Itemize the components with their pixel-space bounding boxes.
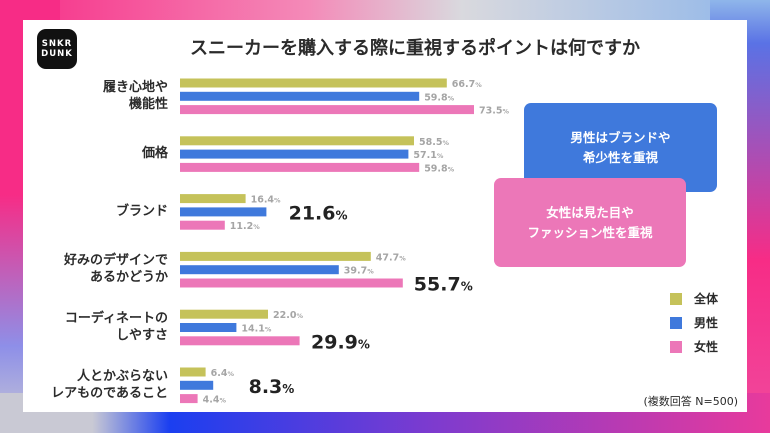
data-label: 6.4% [211,368,235,379]
bar [180,162,420,172]
data-label: 11.2% [230,221,260,232]
category-label: ブランド [115,204,168,220]
data-label: 58.5% [419,137,449,148]
legend-item-female: 女性 [670,338,718,355]
data-label: 57.1% [413,150,443,161]
data-label: 39.7% [344,266,374,277]
data-label: 66.7% [452,79,482,90]
category-label: 好みのデザインで あるかどうか [63,253,168,286]
legend-label: 女性 [694,340,719,354]
female-callout: 女性は見た目や ファッション性を重視 [494,178,686,267]
snkrdunk-logo: SNKR DUNK [37,29,77,69]
bar [180,394,198,404]
data-label: 22.0% [273,310,303,321]
legend-item-all: 全体 [670,290,718,307]
data-label: 4.4% [203,395,227,406]
bar [180,309,268,319]
bar [180,91,420,101]
chart-title: スニーカーを購入する際に重視するポイントは何ですか [190,38,640,59]
logo-line1: SNKR [41,39,73,49]
bar [180,323,237,332]
legend-item-male: 男性 [670,314,718,331]
data-label: 59.8% [424,92,454,103]
data-label: 14.1% [241,324,271,335]
legend-swatch [670,316,682,329]
data-label: 47.7% [376,252,406,263]
bar [180,278,403,288]
bar [180,220,225,230]
data-label: 29.9% [311,331,370,353]
bar [180,136,414,146]
sample-note: (複数回答 N=500) [643,395,738,408]
category-label: コーディネートの しやすさ [64,311,168,344]
legend-label: 男性 [694,316,719,330]
legend-label: 全体 [694,292,719,306]
bar [180,336,300,346]
bar [180,105,474,115]
bar [180,78,447,88]
data-label: 73.5% [479,106,509,117]
bar [180,265,339,275]
bar [180,149,409,159]
bar [180,380,214,390]
category-label: 人とかぶらない レアものであること [51,369,168,401]
category-label: 価格 [141,146,168,162]
data-label: 16.4% [251,195,281,206]
bar [180,207,267,217]
logo-line2: DUNK [41,49,73,59]
bar [180,251,371,261]
category-label: 履き心地や 機能性 [102,80,168,112]
bar [180,194,246,204]
data-label: 59.8% [424,163,454,174]
bar [180,367,206,377]
data-label: 55.7% [414,274,473,296]
legend-swatch [670,340,682,353]
data-label: 21.6% [289,202,348,224]
data-label: 8.3% [249,376,295,398]
legend-swatch [670,292,682,305]
male-callout: 男性はブランドや 希少性を重視 [524,103,717,192]
